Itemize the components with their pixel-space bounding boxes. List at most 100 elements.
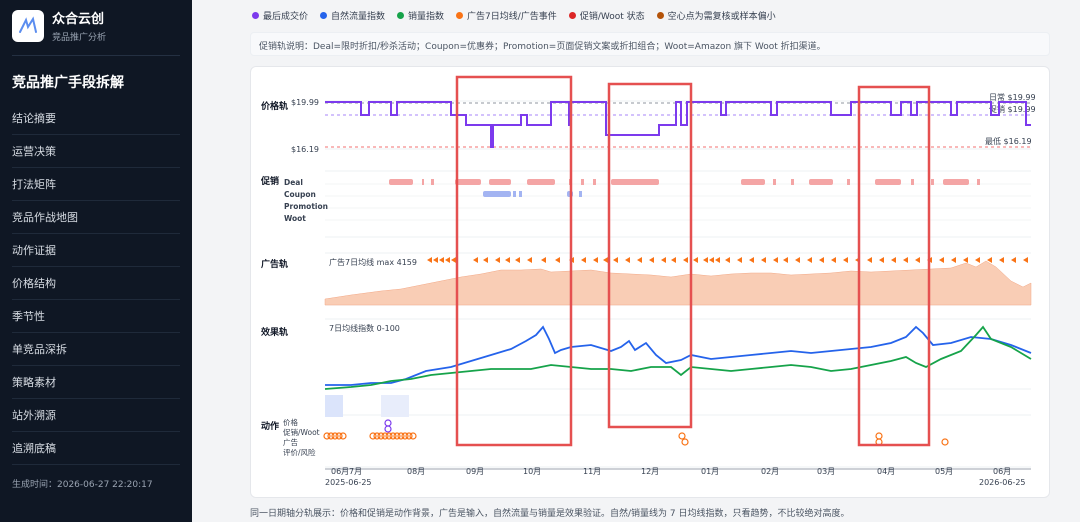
ad-event-marker [891,257,896,263]
x-tick-label: 11月 [583,467,601,476]
x-tick-label: 12月 [641,467,659,476]
chart-legend: 最后成交价 自然流量指数 销量指数 广告7日均线/广告事件 促销/Woot 状态… [252,9,776,22]
sidebar-item-matrix[interactable]: 打法矩阵 [12,168,180,201]
sidebar-item-evidence[interactable]: 动作证据 [12,234,180,267]
legend-item-natural: 自然流量指数 [320,9,385,22]
sidebar-item-seasonality[interactable]: 季节性 [12,300,180,333]
x-tick-label: 06月 [331,467,349,476]
action-event-marker [681,438,689,446]
ad-event-marker [427,257,432,263]
track-label-effect: 效果轨 [261,326,288,338]
sidebar-item-deep-dive[interactable]: 单竞品深拆 [12,333,180,366]
legend-item-price: 最后成交价 [252,9,308,22]
track-label-price: 价格轨 [261,100,288,112]
price-series-line [325,101,1031,148]
action-event-marker [331,432,339,440]
action-row-review: 评价/风险 [283,447,316,457]
sidebar-nav: 结论摘要 运营决策 打法矩阵 竞品作战地图 动作证据 价格结构 季节性 单竞品深… [12,102,180,465]
x-tick-label: 04月 [877,467,895,476]
action-event-marker [405,432,413,440]
legend-item-ads: 广告7日均线/广告事件 [456,9,557,22]
action-event-marker [385,432,393,440]
sales-index-line [324,325,1032,390]
action-event-marker [401,432,409,440]
action-event-marker [384,425,392,433]
promo-row-deal: Deal [284,178,303,187]
action-event-marker [875,432,883,440]
action-row-price: 价格 [283,417,298,427]
ad-event-marker [683,257,688,263]
x-tick-label: 02月 [761,467,779,476]
x-tick-label: 03月 [817,467,835,476]
ad-event-marker [975,257,980,263]
x-tick-label: 05月 [935,467,953,476]
ad-event-marker [693,257,698,263]
ad-event-marker [749,257,754,263]
highlight-box-1 [455,75,573,447]
promo-row-promotion: Promotion [284,202,328,211]
ad-event-marker [715,257,720,263]
ad-event-marker [581,257,586,263]
action-event-marker [389,432,397,440]
action-event-marker [397,432,405,440]
ad-event-marker [445,257,450,263]
ad-event-marker [527,257,532,263]
sidebar: 众合云创 竞品推广分析 竞品推广手段拆解 结论摘要 运营决策 打法矩阵 竞品作战… [0,0,192,522]
action-event-marker [323,432,331,440]
action-event-marker [384,419,392,427]
action-event-marker [327,432,335,440]
brand-subtitle: 竞品推广分析 [52,33,107,43]
ad-event-marker [867,257,872,263]
sidebar-item-battle-map[interactable]: 竞品作战地图 [12,201,180,234]
ad-event-marker [439,257,444,263]
logo-icon [12,9,44,42]
date-start: 2025-06-25 [325,478,372,487]
ad-event-marker [495,257,500,263]
sidebar-item-price[interactable]: 价格结构 [12,267,180,300]
action-event-marker [373,432,381,440]
ad-event-marker [951,257,956,263]
ad-event-marker [1023,257,1028,263]
ad-event-marker [795,257,800,263]
sidebar-item-operations[interactable]: 运营决策 [12,135,180,168]
ad-event-marker [555,257,560,263]
date-end: 2026-06-25 [979,478,1026,487]
highlight-box-3 [857,85,931,447]
track-label-ads: 广告轨 [261,258,288,270]
ad-event-marker [703,257,708,263]
sidebar-item-trace[interactable]: 追溯底稿 [12,432,180,465]
promo-explanation: 促销轨说明：Deal=限时折扣/秒杀活动；Coupon=优惠券；Promotio… [250,32,1050,56]
track-label-promo: 促销 [260,175,279,187]
x-tick-label: 10月 [523,467,541,476]
ad-event-marker [987,257,992,263]
footer-note: 同一日期轴分轨展示：价格和促销是动作背景，广告是输入，自然流量与销量是效果验证。… [250,509,850,519]
ad-event-marker [637,257,642,263]
ad-event-marker [593,257,598,263]
ad-event-marker [505,257,510,263]
ad-event-marker [433,257,438,263]
action-row-ads: 广告 [283,437,298,447]
section-title: 竞品推广手段拆解 [12,75,124,91]
ad-event-marker [661,257,666,263]
action-event-marker [381,432,389,440]
ad-event-marker [903,257,908,263]
sidebar-item-offsite[interactable]: 站外溯源 [12,399,180,432]
deal-bars [389,179,980,185]
sidebar-item-materials[interactable]: 策略素材 [12,366,180,399]
price-top-label: $19.99 [291,98,319,107]
brand: 众合云创 竞品推广分析 [12,8,180,56]
action-event-marker [941,438,949,446]
ad-event-marker [783,257,788,263]
x-axis-ticks: 06月 7月 08月 09月 10月 11月 12月 01月 02月 03月 04月 05月 06月 [331,467,1011,476]
ad-event-marker [451,257,456,263]
sidebar-item-summary[interactable]: 结论摘要 [12,102,180,135]
x-tick-label: 08月 [407,467,425,476]
promo-row-coupon: Coupon [284,190,316,199]
ad-event-marker [761,257,766,263]
action-events [323,419,949,446]
generated-time: 生成时间：2026-06-27 22:20:17 [12,480,153,490]
ad-max-label: 广告7日均线 max 4159 [329,257,417,267]
price-bottom-label: $16.19 [291,145,319,154]
action-event-marker [393,432,401,440]
action-event-marker [335,432,343,440]
